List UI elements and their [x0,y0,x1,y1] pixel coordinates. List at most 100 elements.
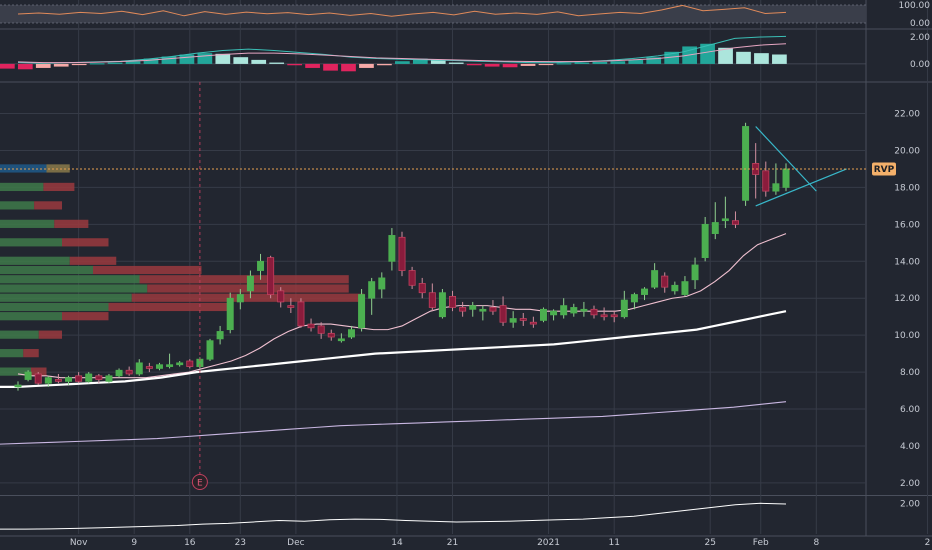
candle-body [661,275,669,288]
trendline [755,168,847,207]
candle-body [711,222,719,234]
moving-average-line [0,401,787,445]
macd-histogram-bar [700,43,715,64]
candle-body [95,375,103,380]
candle-body [347,329,355,338]
macd-histogram-bar [395,61,410,64]
macd-histogram-bar [215,53,231,64]
volume-profile-down-bar [131,293,365,302]
candle-body [671,284,679,292]
macd-histogram-bar [574,62,590,64]
volume-profile-down-bar [54,219,89,228]
macd-histogram-bar [269,62,285,64]
oscillator-panel [0,4,866,24]
price-axis-label: 12.00 [894,294,920,304]
volume-profile-up-bar [0,219,55,228]
candle-body [600,314,608,318]
macd-histogram-bar [323,63,338,71]
macd-histogram-bar [628,59,644,64]
volume-profile-up-bar [0,275,140,284]
panel-backgrounds [0,0,932,537]
price-axis-label: 16.00 [894,220,920,230]
price-axis-label: 4.00 [900,442,920,452]
macd-histogram-bar [251,59,267,64]
macd-histogram-bar [233,57,249,64]
macd-histogram-bar [448,62,464,64]
candle-body [620,299,628,318]
oscillator-line [17,4,787,17]
volume-profile-down-bar [108,302,233,312]
macd-histogram-bar [71,63,87,66]
macd-histogram-bar [305,63,320,68]
moving-average-line [0,310,787,388]
macd-histogram-bar [287,63,302,66]
x-tick-label: 11 [608,538,619,548]
macd-histogram-bar [17,63,33,70]
candle-body [529,321,537,325]
candle-body [307,323,315,329]
candle-body [428,292,436,308]
macd-axis-label: 0.00 [910,60,930,70]
candle-body [772,183,780,192]
volume-profile-down-bar [93,265,202,275]
candle-body [469,305,477,310]
candle-body [337,338,345,342]
macd-line [17,35,787,64]
candle-body [216,331,224,340]
price-axis-label: 6.00 [900,405,920,415]
event-marker-circle [191,474,208,490]
macd-histogram-bar [143,58,159,64]
x-tick-label: Nov [70,538,88,548]
candle-body [418,283,426,294]
candlesticks [14,122,790,391]
candle-body [135,362,143,375]
candle-body [509,318,517,323]
macd-histogram-bar [89,63,105,65]
candle-body [590,308,598,316]
candle-body [550,310,558,316]
candle-body [226,297,234,331]
volume-profile-up-bar [0,265,93,275]
lower-axis-label: 2.00 [900,499,920,509]
volume-profile-up-bar [0,256,70,265]
volume-profile-down-bar [46,164,70,173]
macd-panel [0,35,866,72]
candle-body [186,360,194,367]
macd-histogram-bar [646,57,662,64]
candle-body [125,369,133,375]
osc-axis-label: 0.00 [910,19,930,29]
candle-body [681,281,689,295]
x-tick-label: 9 [131,538,137,548]
macd-histogram-bar [520,63,536,66]
candle-body [358,294,366,329]
candle-body [24,371,32,380]
candle-body [317,325,325,334]
price-axis-label: 20.00 [894,146,920,156]
candle-body [176,362,184,366]
volume-profile-up-bar [0,330,39,339]
candle-body [155,364,163,369]
x-tick-label: 2021 [537,538,560,548]
macd-histogram-bar [430,59,446,64]
candle-body [54,379,62,382]
candle-body [489,307,497,312]
x-tick-label: 23 [235,538,246,548]
volume-profile-down-bar [43,182,75,192]
macd-histogram-bar [466,63,482,66]
volume-profile-up-bar [0,302,109,312]
candle-body [570,307,578,314]
macd-histogram-bar [772,54,787,64]
volume-profile-up-bar [0,312,62,321]
volume-profile-up-bar [0,164,47,173]
candle-body [701,223,709,259]
volume-profile-up-bar [0,367,31,376]
event-marker-label: E [197,479,203,489]
oscillator-band [0,5,866,23]
candle-body [145,366,153,369]
candle-body [327,332,335,338]
candle-body [368,281,376,299]
candle-body [610,314,618,318]
macd-histogram-bar [412,58,428,64]
volume-profile-down-bar [62,312,109,321]
